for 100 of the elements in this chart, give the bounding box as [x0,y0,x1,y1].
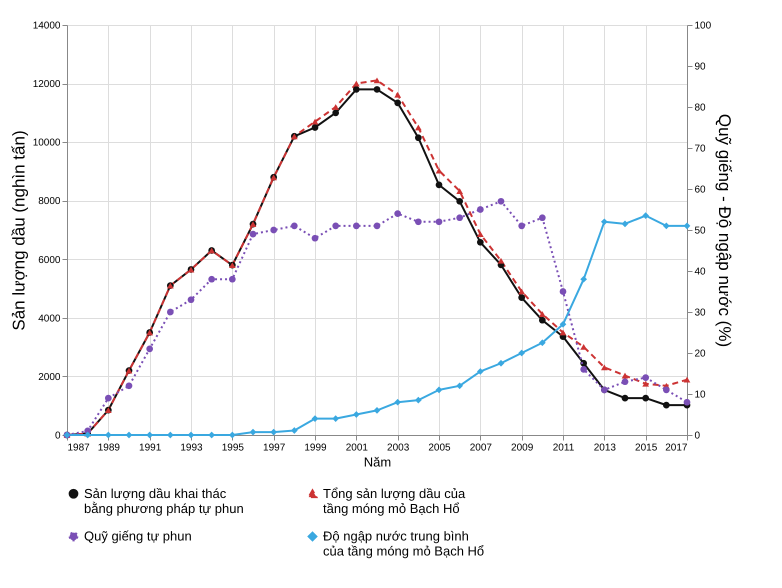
point [436,182,442,188]
y-tick-label: 10000 [32,138,61,149]
point [560,288,566,295]
point [622,220,628,228]
point [332,222,340,230]
point [188,432,194,438]
point [188,296,194,304]
point [600,364,608,370]
point [394,210,402,217]
y-tick-label: 4000 [38,313,61,324]
point [662,222,670,230]
point [622,394,628,402]
x-tick-label: 2003 [387,442,410,454]
y2-tick-label: 70 [694,144,706,154]
point [684,222,690,230]
point [560,320,566,328]
point [538,311,546,317]
x-tick-label: 1997 [263,442,286,454]
y-tick-label: 8000 [38,196,61,208]
y2-tick-label: 60 [694,184,706,196]
point [352,411,360,418]
point [312,415,318,422]
x-tick-label: 2013 [594,442,616,454]
legend-label: Tổng sản lượng dầu của tầng móng mỏ Bạch Hổ [323,486,466,516]
point [538,316,546,324]
point [684,376,690,383]
x-tick-label: 2017 [665,442,688,454]
point [250,230,256,238]
legend-label: Quỹ giếng tự phun [84,528,192,544]
point [312,118,318,125]
point [498,360,504,367]
point [456,188,464,194]
point [166,308,174,316]
y2-tick-label: 20 [694,348,706,360]
point [126,432,132,438]
point [456,198,464,205]
point [498,198,504,205]
point [476,238,484,246]
y-tick-label: 0 [54,430,61,442]
point [642,212,650,220]
x-tick-label: 1999 [304,442,328,454]
point [518,350,526,356]
point [456,214,464,222]
point [580,344,588,350]
point [332,104,340,110]
point [146,346,154,352]
point [290,222,298,230]
point [560,330,566,336]
point [476,231,484,238]
point [414,124,422,130]
point [374,407,380,414]
y2-tick-label: 100 [694,20,712,32]
point [352,222,360,230]
legend-label: Sản lượng dầu khai thác bằng phương pháp tự phun [84,486,244,516]
point [414,396,422,404]
point [312,124,318,131]
point [374,86,380,93]
y2-tick-label: 50 [694,226,706,236]
x-tick-label: 1989 [98,442,120,454]
point [394,92,402,98]
point [312,234,318,242]
point [684,398,690,406]
point [476,206,484,213]
y2-tick-label: 90 [694,62,706,72]
y2-axis-title: Quỹ giếng - Độ ngập nước (%) [715,114,734,348]
point [352,80,360,86]
point [414,218,422,226]
x-tick-label: 2001 [346,442,368,454]
y-axis-title: Sản lượng dầu (nghìn tấn) [10,130,29,331]
x-axis-title: Năm [364,454,392,470]
point [518,222,526,230]
point [208,276,216,283]
point [642,380,650,387]
y2-tick-label: 80 [694,102,706,114]
point [332,415,340,422]
point [476,368,484,375]
x-tick-label: 2011 [552,442,575,454]
point [104,394,112,402]
y-tick-label: 14000 [32,20,61,32]
point [290,427,298,434]
x-tick-label: 2005 [428,442,452,454]
point [580,366,588,373]
point [126,382,132,390]
x-tick-label: 2009 [511,442,534,454]
y2-tick-label: 0 [694,430,700,442]
point [270,428,278,436]
point [580,276,588,283]
point [538,214,546,222]
y2-tick-label: 10 [694,390,706,400]
x-tick-label: 1991 [139,442,162,454]
y2-tick-label: 30 [694,308,706,318]
point [228,276,236,283]
point [352,86,360,93]
x-tick-label: 1993 [180,442,204,454]
point [394,100,402,106]
point [374,77,380,84]
point [518,294,526,301]
point [436,386,442,394]
y-tick-label: 12000 [32,79,61,90]
point [394,398,402,406]
